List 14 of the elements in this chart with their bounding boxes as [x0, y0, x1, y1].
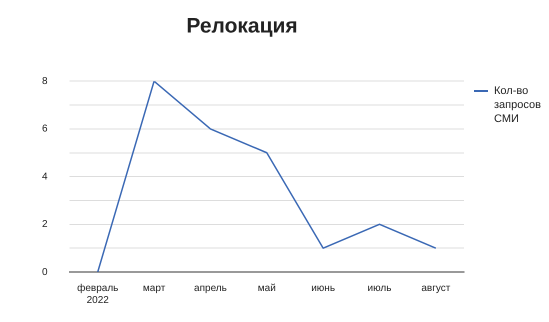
- x-tick-label: март: [142, 282, 166, 294]
- y-tick-label: 4: [42, 171, 48, 182]
- y-tick-label: 0: [42, 266, 48, 278]
- x-tick-label: май: [258, 282, 276, 294]
- chart-title: Релокация: [186, 14, 298, 38]
- x-tick-label: июнь: [311, 282, 336, 294]
- y-tick-label: 6: [42, 124, 48, 135]
- x-tick-label: апрель: [194, 282, 227, 294]
- y-tick-label: 2: [42, 219, 48, 230]
- y-tick-label: 8: [42, 76, 48, 87]
- x-tick-label: июль: [368, 282, 392, 294]
- legend-label: Кол-во запросов СМИ: [494, 84, 542, 126]
- x-tick-label: февраль 2022: [77, 282, 118, 306]
- x-tick-label: август: [421, 282, 451, 294]
